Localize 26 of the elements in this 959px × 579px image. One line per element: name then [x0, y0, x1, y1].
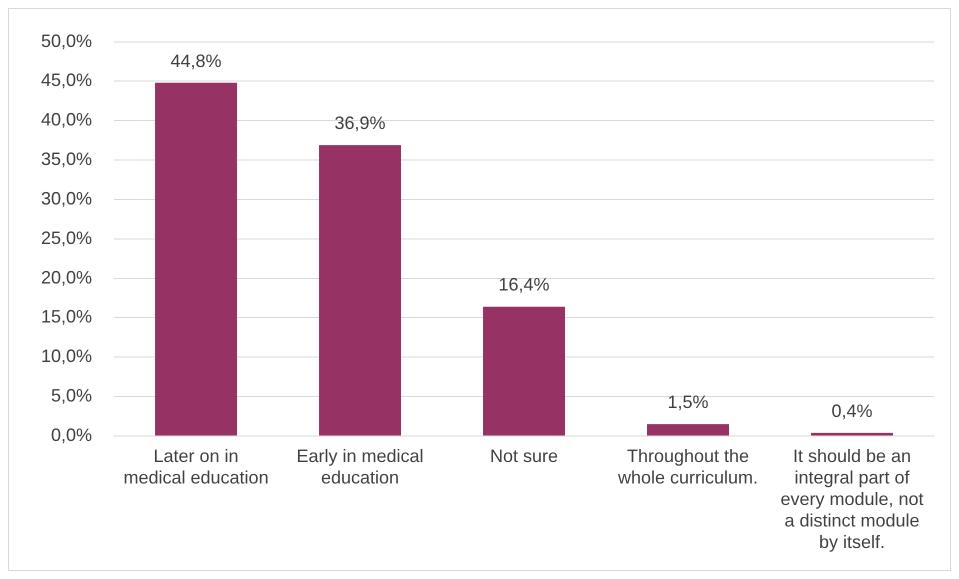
y-tick-label: 25,0% [40, 228, 92, 248]
y-tick-label: 20,0% [40, 267, 92, 288]
y-tick-label: 30,0% [40, 188, 92, 208]
y-tick-label: 50,0% [40, 30, 92, 51]
y-tick-label: 15,0% [40, 306, 92, 327]
bar [319, 145, 402, 436]
data-label: 0,4% [831, 400, 873, 421]
bar [483, 306, 566, 436]
bar [811, 432, 893, 436]
y-tick-label: 5,0% [51, 386, 92, 406]
x-tick-label: Throughout the whole curriculum. [616, 446, 758, 488]
y-tick-label: 0,0% [51, 424, 92, 445]
bar [155, 82, 238, 436]
y-tick-label: 45,0% [40, 70, 92, 90]
data-label: 1,5% [667, 392, 709, 412]
y-tick-label: 40,0% [40, 110, 92, 130]
data-label: 16,4% [498, 274, 550, 295]
x-tick-label: Later on in medical education [123, 446, 269, 488]
bar [647, 424, 730, 436]
x-tick-label: Early in medical education [296, 446, 424, 488]
y-tick-label: 35,0% [40, 149, 92, 170]
data-label: 36,9% [334, 113, 386, 134]
y-tick-label: 10,0% [40, 346, 92, 366]
x-tick-label: Not sure [490, 446, 558, 466]
data-label: 44,8% [170, 50, 222, 71]
x-tick-label: It should be an integral part of every module, not a distinct module by itself. [780, 446, 924, 552]
